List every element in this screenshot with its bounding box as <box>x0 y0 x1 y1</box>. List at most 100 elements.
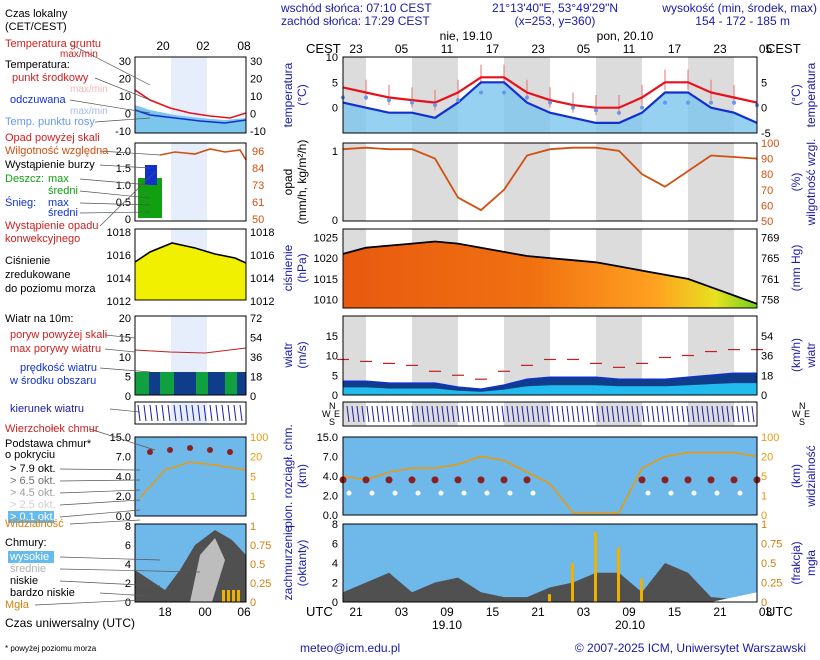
wind-dir-arrow <box>521 405 525 423</box>
bottom-hour-label: 15 <box>668 605 682 619</box>
fog-bar <box>548 594 551 602</box>
wind-dir-arrow <box>686 405 690 423</box>
mini-wind-dir-arrow <box>161 404 165 422</box>
mini-felt-line <box>134 109 247 124</box>
legend-leader-line <box>79 211 151 214</box>
hum-tick: 90 <box>761 154 773 166</box>
dewpoint-point <box>571 105 575 110</box>
mini-temp-tick: -10 <box>115 126 131 138</box>
cloud-base-dot-light <box>507 490 513 496</box>
top-hour-label: 05 <box>577 42 591 56</box>
wind-dir-arrow <box>641 405 645 423</box>
mini-wind-dir-arrow <box>173 404 177 422</box>
top-hour-label: 23 <box>713 42 727 56</box>
mini-fog-bar <box>222 590 225 602</box>
wind-dir-arrow <box>661 405 665 423</box>
wind-dir-arrow <box>581 405 585 423</box>
fog-tick: 0 <box>761 597 767 609</box>
date1-label: 19.10 <box>432 618 462 632</box>
legend-high-bg <box>8 551 54 563</box>
cloud-base-dot-light <box>645 490 651 496</box>
legend-wind-dir: kierunek wiatru <box>10 403 84 415</box>
mini-wind-green <box>135 372 149 395</box>
legend-cloud-base1: Podstawa chmur* <box>5 438 92 450</box>
axis-wind-unit: (m/s) <box>295 341 309 368</box>
cloud-base-dot-light <box>760 490 766 496</box>
humidity-line <box>342 146 758 212</box>
tz-bottom-right: UTC <box>766 604 793 619</box>
mini-wind-kmh-tick: 72 <box>250 313 262 325</box>
axis-cbase-unit: (km) <box>295 464 309 488</box>
day-band <box>343 316 366 395</box>
axis-hum-unit: (%) <box>789 173 803 192</box>
legend-clouds: Chmury: <box>5 537 47 549</box>
cloud-base-dot <box>730 476 738 484</box>
mini-wind-dir-arrow <box>191 404 195 422</box>
axis-wind-kmh: (km/h) <box>789 338 803 372</box>
panel-frame-wind <box>342 315 758 396</box>
wind-dir-arrow <box>356 405 360 423</box>
panel-frame-press <box>342 228 758 309</box>
wind-dir-arrow <box>651 405 655 423</box>
legend-cloud-top: Wierzchołek chmur <box>5 423 99 435</box>
dir-label-e-right: E <box>804 409 810 419</box>
fog-bar <box>617 547 620 602</box>
cb-tick: 15.0 <box>317 432 338 444</box>
cloud-base-dot-light <box>530 490 536 496</box>
elevation-values: 154 - 172 - 185 m <box>695 14 790 28</box>
sunrise-text: wschód słońca: 07:10 CEST <box>280 1 432 15</box>
dewpoint-point <box>663 100 667 105</box>
wind-dir-arrow <box>666 405 670 423</box>
cloud-tick: 2 <box>332 578 338 590</box>
legend-soil-maxmin: max/min <box>60 49 98 60</box>
dir-label-w: W <box>322 409 331 419</box>
mini-wind-dir-arrow <box>197 404 201 422</box>
press-mm-tick: 758 <box>761 295 779 307</box>
mini-vis-tick: 100 <box>250 432 268 444</box>
wind-dir-arrow <box>416 405 420 423</box>
press-tick: 1010 <box>314 295 338 307</box>
mini-fog-tick: 0.5 <box>250 559 265 571</box>
legend-rain-max: max <box>48 173 69 185</box>
mini-temp-tick: 20 <box>119 74 131 86</box>
axis-fog-unit: (frakcja) <box>789 541 803 584</box>
mini-panel-frame <box>134 315 247 396</box>
mini-wind-tick: 10 <box>119 352 131 364</box>
mini-hum-tick: 84 <box>252 163 264 175</box>
wind-dir-arrow <box>541 405 545 423</box>
footer-email[interactable]: meteo@icm.edu.pl <box>300 641 400 655</box>
legend-felt: odczuwana <box>10 94 67 106</box>
legend-leader-line <box>109 408 141 413</box>
legend-max-gust: max porywy wiatru <box>10 343 101 355</box>
legend-leader-line <box>104 348 136 353</box>
legend-utc-label: Czas uniwersalny (UTC) <box>5 616 135 630</box>
temp-series-line <box>342 76 758 109</box>
wind-dir-arrow <box>411 405 415 423</box>
legend-cloud-base2: o pokryciu <box>5 449 55 461</box>
mini-press-tick-right: 1016 <box>250 250 274 262</box>
fog-tick: 0.5 <box>761 558 776 570</box>
vis-tick: 0 <box>761 510 767 522</box>
wind-dir-arrow <box>691 405 695 423</box>
wind-dir-arrow <box>616 405 620 423</box>
wind-dir-arrow <box>391 405 395 423</box>
wind-dir-arrow <box>451 405 455 423</box>
legend-bottom-hour: 06 <box>237 605 251 619</box>
bottom-hour-label: 21 <box>713 605 727 619</box>
legend-leader-line <box>79 202 151 206</box>
legend-pressure3: do poziomu morza <box>5 283 96 295</box>
day-band <box>343 143 366 221</box>
cbase-bg <box>343 437 757 515</box>
wind-dir-arrow <box>656 405 660 423</box>
wind-dir-arrow <box>381 405 385 423</box>
legend-humidity: Wilgotność względna <box>5 145 109 157</box>
dir-label-s: S <box>329 417 335 427</box>
axis-precip-unit: (mm/h, kg/m²/h) <box>295 140 309 225</box>
mini-precip-tick: 0 <box>125 214 131 226</box>
panel-frame-cloud <box>342 523 758 603</box>
cloud-base-dot <box>431 476 439 484</box>
mini-wind-dir-arrow <box>155 404 159 422</box>
panel-frame-dir <box>342 401 758 427</box>
dewpoint-point <box>732 100 736 105</box>
panel-frame-temp <box>342 56 758 134</box>
